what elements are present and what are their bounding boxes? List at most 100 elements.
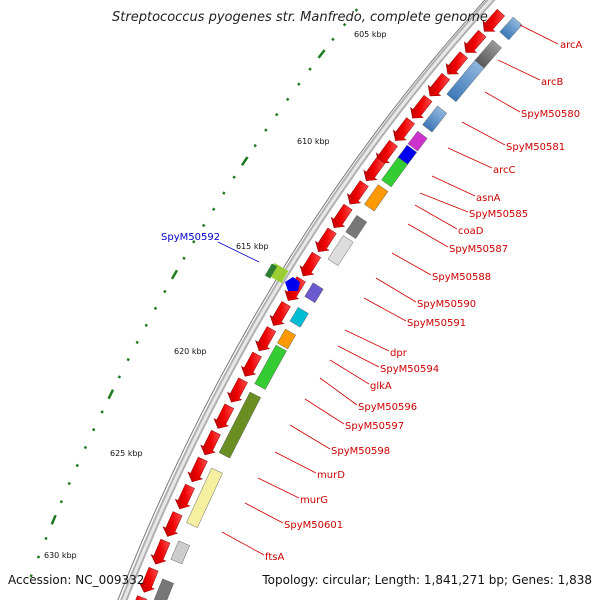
tick-label: 610 kbp [297, 137, 330, 146]
gene-label[interactable]: SpyM50594 [380, 364, 439, 375]
gene-arrow[interactable] [343, 179, 370, 209]
gene-label[interactable]: coaD [458, 226, 484, 237]
gene-arrow[interactable] [312, 226, 339, 256]
feature-block[interactable] [304, 282, 324, 303]
gene-label[interactable]: asnA [476, 193, 501, 204]
feature-block[interactable] [170, 540, 190, 565]
feature-block[interactable] [364, 184, 389, 212]
scale-major-tick [107, 389, 115, 400]
gene-arrow[interactable] [406, 94, 434, 124]
gene-label[interactable]: ftsA [265, 552, 284, 563]
genome-summary: Topology: circular; Length: 1,841,271 bp… [262, 573, 592, 587]
gene-arrow[interactable] [224, 376, 250, 406]
leader-line [419, 192, 469, 213]
leader-line-reverse [217, 241, 260, 263]
leader-line [497, 59, 541, 81]
leader-line [391, 252, 432, 276]
scale-dot [201, 223, 206, 228]
leader-line [221, 531, 265, 556]
scale-dot [92, 428, 96, 432]
reverse-gene-SpyM50592[interactable] [285, 277, 300, 291]
gene-arrow[interactable] [267, 300, 293, 330]
scale-dot [297, 82, 301, 86]
leader-line [414, 204, 458, 230]
scale-dot [308, 67, 312, 71]
gene-arrow[interactable] [172, 483, 197, 512]
gene-label[interactable]: SpyM50598 [331, 446, 390, 457]
feature-block[interactable] [446, 59, 485, 103]
feature-block[interactable] [277, 328, 297, 350]
gene-arrow[interactable] [148, 538, 172, 567]
feature-block[interactable] [422, 105, 448, 133]
gene-label[interactable]: SpyM50580 [521, 109, 580, 120]
leader-line [319, 377, 358, 406]
feature-block[interactable] [327, 235, 354, 266]
feature-block[interactable] [186, 467, 223, 528]
scale-dot [342, 22, 347, 27]
leader-line [375, 277, 417, 303]
feature-block[interactable] [499, 16, 523, 41]
leader-line [274, 451, 317, 474]
gene-label[interactable]: glkA [370, 381, 392, 392]
scale-dot [75, 463, 79, 468]
scale-dot [29, 574, 33, 578]
feature-block[interactable] [407, 130, 428, 152]
gene-label[interactable]: murG [300, 495, 328, 506]
feature-block[interactable] [381, 156, 408, 188]
scale-dot [126, 357, 130, 362]
gene-labels-right: arcA arcB SpyM50580 SpyM50581 arcC asnA … [265, 40, 583, 563]
gene-arrow[interactable] [211, 403, 237, 433]
scale-dot [117, 375, 122, 379]
gene-arrow[interactable] [460, 28, 488, 57]
gene-label[interactable]: arcA [560, 40, 583, 51]
gene-label[interactable]: SpyM50581 [506, 142, 565, 153]
gene-arrow[interactable] [198, 429, 223, 458]
gene-arrow[interactable] [160, 510, 185, 539]
leader-line [344, 329, 390, 352]
feature-block[interactable] [254, 344, 287, 390]
gene-arrow[interactable] [389, 116, 417, 146]
scale-dot [144, 323, 148, 328]
scale-major-tick [240, 156, 249, 167]
gene-arrow[interactable] [137, 566, 161, 595]
gene-label[interactable]: SpyM50588 [432, 272, 491, 283]
scale-dot [163, 289, 167, 294]
gene-arrow[interactable] [252, 325, 278, 355]
gene-label[interactable]: dpr [390, 348, 408, 359]
gene-label[interactable]: SpyM50596 [358, 402, 417, 413]
gene-arrow[interactable] [238, 351, 264, 381]
feature-block[interactable] [345, 215, 368, 239]
leader-lines [221, 24, 559, 556]
tick-label: 615 kbp [236, 242, 269, 251]
tick-label: 605 kbp [354, 30, 387, 39]
scale-dot [264, 128, 268, 132]
gene-label[interactable]: murD [317, 470, 345, 481]
feature-block[interactable] [289, 307, 309, 328]
feature-block[interactable] [218, 391, 261, 459]
gene-arrow[interactable] [185, 456, 210, 485]
gene-label[interactable]: SpyM50591 [407, 318, 466, 329]
gene-label[interactable]: SpyM50597 [345, 421, 404, 432]
reverse-features [264, 262, 300, 291]
gene-arrow[interactable] [296, 251, 323, 281]
gene-label[interactable]: SpyM50590 [417, 299, 476, 310]
gene-arrow[interactable] [478, 7, 507, 36]
leader-line [447, 147, 493, 169]
gene-label[interactable]: SpyM50587 [449, 244, 508, 255]
gene-label[interactable]: arcC [493, 165, 516, 176]
tick-labels: 605 kbp 610 kbp 615 kbp 620 kbp 625 kbp … [44, 30, 387, 560]
gene-label[interactable]: arcB [541, 77, 564, 88]
gene-arrow[interactable] [126, 595, 150, 600]
gene-label[interactable]: SpyM50601 [284, 520, 343, 531]
leader-line [257, 477, 300, 499]
gene-label[interactable]: SpyM50585 [469, 209, 528, 220]
gene-arrow[interactable] [327, 203, 354, 233]
scale-dot [274, 112, 279, 117]
gene-arrow[interactable] [360, 156, 388, 186]
feature-block[interactable] [151, 578, 174, 600]
gene-label-reverse[interactable]: SpyM50592 [161, 232, 220, 243]
gene-arrow[interactable] [424, 71, 452, 100]
scale-dot [285, 97, 290, 102]
gene-arrow[interactable] [442, 50, 470, 79]
